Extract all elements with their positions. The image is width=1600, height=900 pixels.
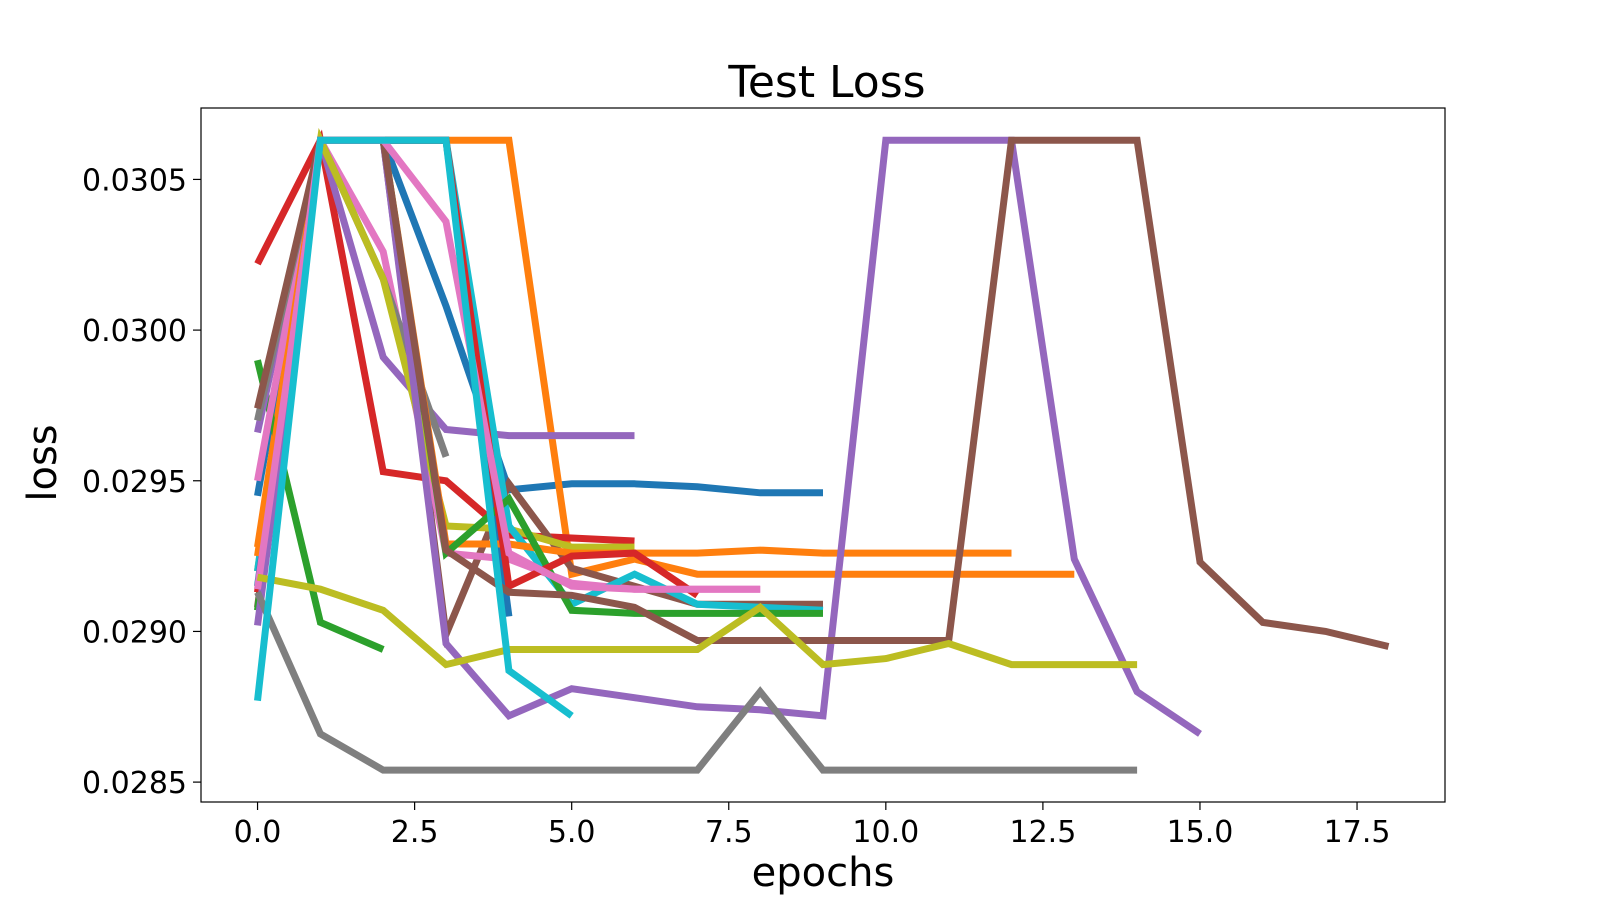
- x-tick-label: 2.5: [391, 815, 439, 850]
- series-line-20: [254, 136, 574, 719]
- chart-title: Test Loss: [727, 57, 925, 108]
- series-line-16: [254, 136, 1390, 650]
- plot-frame: [200, 107, 1446, 803]
- y-tick-label: 0.0305: [82, 163, 187, 198]
- series-line-12: [254, 136, 1012, 557]
- y-tick-label: 0.0290: [82, 615, 187, 650]
- y-tick-label: 0.0285: [82, 766, 187, 801]
- x-tick-label: 17.5: [1324, 815, 1391, 850]
- y-axis-label: loss: [20, 424, 66, 501]
- x-tick-label: 5.0: [548, 815, 596, 850]
- x-tick-label: 10.0: [852, 815, 919, 850]
- series-layer: [254, 127, 1390, 774]
- series-line-19: [256, 573, 1138, 669]
- x-tick-label: 7.5: [705, 815, 753, 850]
- x-tick-label: 0.0: [234, 815, 282, 850]
- x-tick-label: 12.5: [1010, 815, 1077, 850]
- y-tick-label: 0.0295: [82, 465, 187, 500]
- series-line-18: [254, 590, 1138, 774]
- y-axis: 0.0285 0.0290 0.0295 0.0300 0.0305: [82, 163, 201, 801]
- x-axis: 0.0 2.5 5.0 7.5 10.0 12.5 15.0 17.5: [234, 802, 1391, 850]
- x-tick-label: 15.0: [1167, 815, 1234, 850]
- y-tick-label: 0.0300: [82, 314, 187, 349]
- x-axis-label: epochs: [752, 850, 895, 896]
- series-line-15: [254, 136, 1202, 737]
